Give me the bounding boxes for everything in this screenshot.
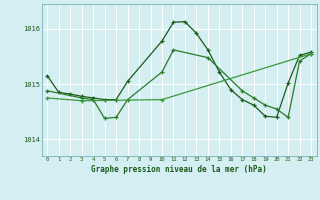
X-axis label: Graphe pression niveau de la mer (hPa): Graphe pression niveau de la mer (hPa) [91, 165, 267, 174]
